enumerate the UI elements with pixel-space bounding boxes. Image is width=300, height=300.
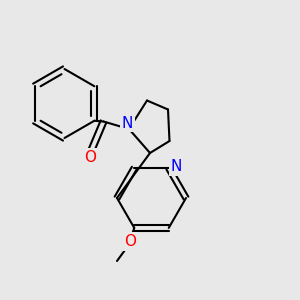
Text: N: N (122, 116, 133, 130)
Text: O: O (84, 150, 96, 165)
Text: O: O (124, 234, 136, 249)
Text: N: N (171, 159, 182, 174)
